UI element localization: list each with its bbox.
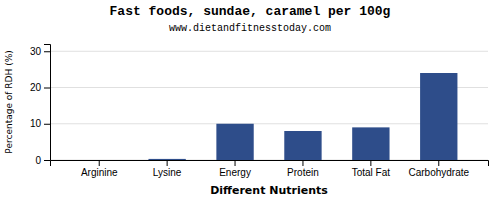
x-axis: Arginine Lysine Energy Protein Total Fat Carb… [51, 160, 489, 178]
x-tick-mark [235, 160, 236, 166]
y-tick: 0 [35, 155, 50, 166]
y-tick-mark [44, 160, 50, 161]
bar [352, 127, 389, 160]
bar [284, 131, 321, 160]
x-tick-mark [167, 160, 168, 166]
x-tick-label: Carbohydrate [408, 167, 469, 178]
x-tick-label: Energy [219, 167, 251, 178]
x-tick-label: Arginine [81, 167, 118, 178]
y-axis-title: Percentage of RDH (%) [4, 50, 14, 153]
x-tick: Energy [219, 160, 251, 178]
y-tick-label: 10 [30, 118, 42, 129]
bar [81, 160, 118, 161]
x-tick: Lysine [153, 160, 182, 178]
x-tick: Total Fat [352, 160, 391, 178]
subtitle: www.dietandfitnesstoday.com [169, 23, 331, 34]
x-tick-mark [438, 160, 439, 166]
grid-line [50, 51, 488, 52]
y-tick-mark [44, 51, 50, 52]
y-axis: 0 10 20 30 [30, 45, 51, 166]
y-tick-label: 30 [30, 46, 42, 57]
bar [420, 73, 457, 160]
x-tick-label: Lysine [153, 167, 182, 178]
y-tick: 30 [30, 46, 50, 57]
plot-area: Arginine Lysine Energy Protein Total Fat Carb… [30, 45, 489, 179]
x-tick-mark [302, 160, 303, 166]
y-tick-mark [44, 88, 50, 89]
y-tick: 10 [30, 118, 50, 129]
x-tick: Protein [287, 160, 319, 178]
x-tick-label: Total Fat [352, 167, 391, 178]
x-tick-mark [99, 160, 100, 166]
y-tick-label: 20 [30, 82, 42, 93]
bar [148, 159, 185, 160]
bars [148, 73, 457, 160]
y-tick-mark [44, 124, 50, 125]
x-axis-line [51, 161, 489, 167]
grid [50, 51, 488, 160]
y-tick: 20 [30, 82, 50, 93]
x-tick: Arginine [81, 160, 118, 178]
x-tick: Carbohydrate [408, 160, 469, 178]
x-tick-label: Protein [287, 167, 319, 178]
chart-container: Fast foods, sundae, caramel per 100g www.… [0, 0, 500, 200]
y-axis-line [44, 45, 51, 161]
y-tick-label: 0 [35, 155, 41, 166]
title: Fast foods, sundae, caramel per 100g [110, 4, 391, 19]
bar [216, 124, 253, 160]
x-axis-title: Different Nutrients [210, 184, 328, 197]
x-tick-mark [370, 160, 371, 166]
chart-svg: Fast foods, sundae, caramel per 100g www.… [0, 0, 500, 200]
